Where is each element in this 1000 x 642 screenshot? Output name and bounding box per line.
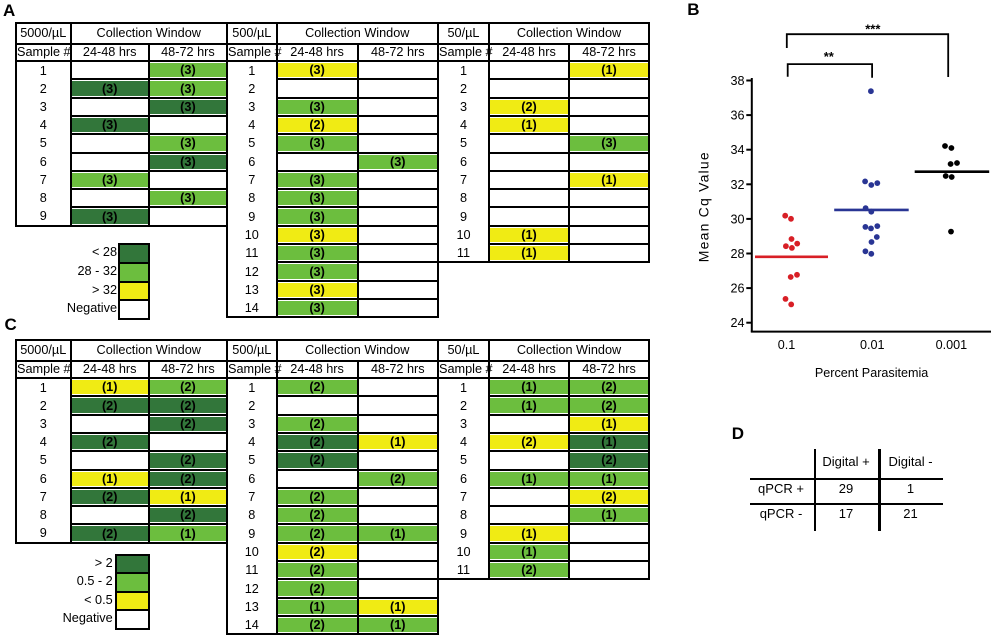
svg-text:Percent Parasitemia: Percent Parasitemia (815, 366, 928, 380)
svg-text:36: 36 (730, 109, 744, 123)
svg-text:24: 24 (730, 316, 744, 330)
svg-text:30: 30 (730, 212, 744, 226)
svg-text:0.001: 0.001 (936, 338, 968, 352)
svg-text:34: 34 (730, 143, 744, 157)
svg-text:26: 26 (730, 282, 744, 296)
svg-text:32: 32 (730, 178, 744, 192)
svg-text:38: 38 (730, 74, 744, 88)
svg-text:***: *** (865, 22, 881, 37)
svg-text:28: 28 (730, 247, 744, 261)
svg-text:**: ** (824, 49, 835, 64)
svg-text:0.1: 0.1 (778, 338, 796, 352)
svg-text:0.01: 0.01 (860, 338, 885, 352)
svg-text:Mean Cq Value: Mean Cq Value (696, 151, 712, 262)
